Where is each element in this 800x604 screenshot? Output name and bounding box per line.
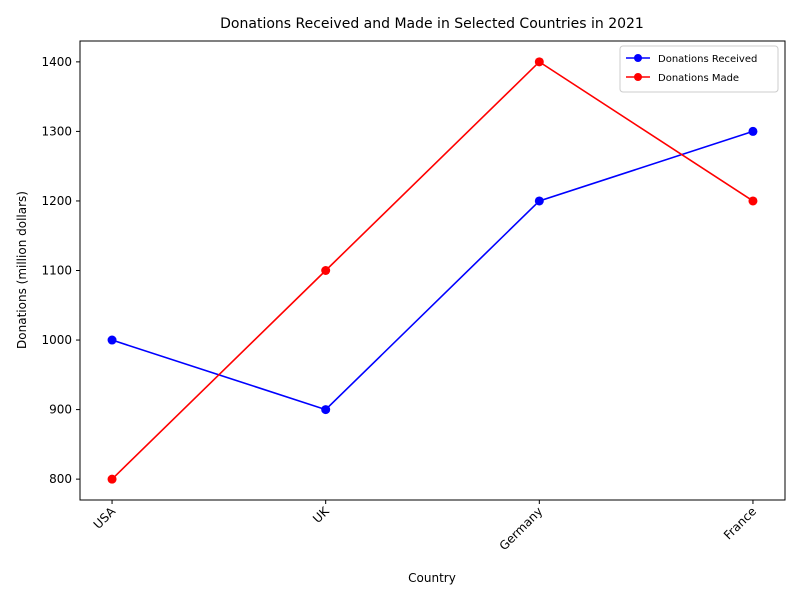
data-point-series-1	[321, 405, 331, 415]
series-line-2	[111, 60, 754, 480]
legend-label: Donations Made	[658, 73, 739, 84]
legend-swatch-marker	[634, 54, 642, 62]
y-axis-label: Donations (million dollars)	[15, 191, 29, 349]
data-point-series-1	[534, 196, 544, 206]
data-point-series-1	[107, 335, 117, 345]
data-point-series-2	[748, 196, 758, 206]
data-point-series-2	[321, 266, 331, 275]
data-point-series-1	[748, 126, 758, 136]
x-axis-label: Country	[408, 571, 456, 585]
y-tick-label: 800	[49, 472, 72, 486]
chart-title: Donations Received and Made in Selected …	[220, 16, 644, 32]
y-tick-label: 1400	[41, 55, 72, 69]
legend-box	[619, 45, 779, 93]
y-tick-label: 1100	[41, 264, 72, 278]
y-tick-label: 1300	[41, 124, 72, 138]
legend-swatch-marker	[634, 73, 642, 81]
data-point-series-2	[534, 57, 544, 67]
y-tick-label: 1200	[41, 194, 72, 208]
y-tick-label: 1000	[41, 333, 72, 347]
chart-legend: Donations Received Donations Made	[619, 45, 779, 93]
legend-label: Donations Received	[658, 54, 757, 65]
data-point-series-2	[107, 474, 117, 484]
y-tick-label: 900	[49, 403, 72, 417]
